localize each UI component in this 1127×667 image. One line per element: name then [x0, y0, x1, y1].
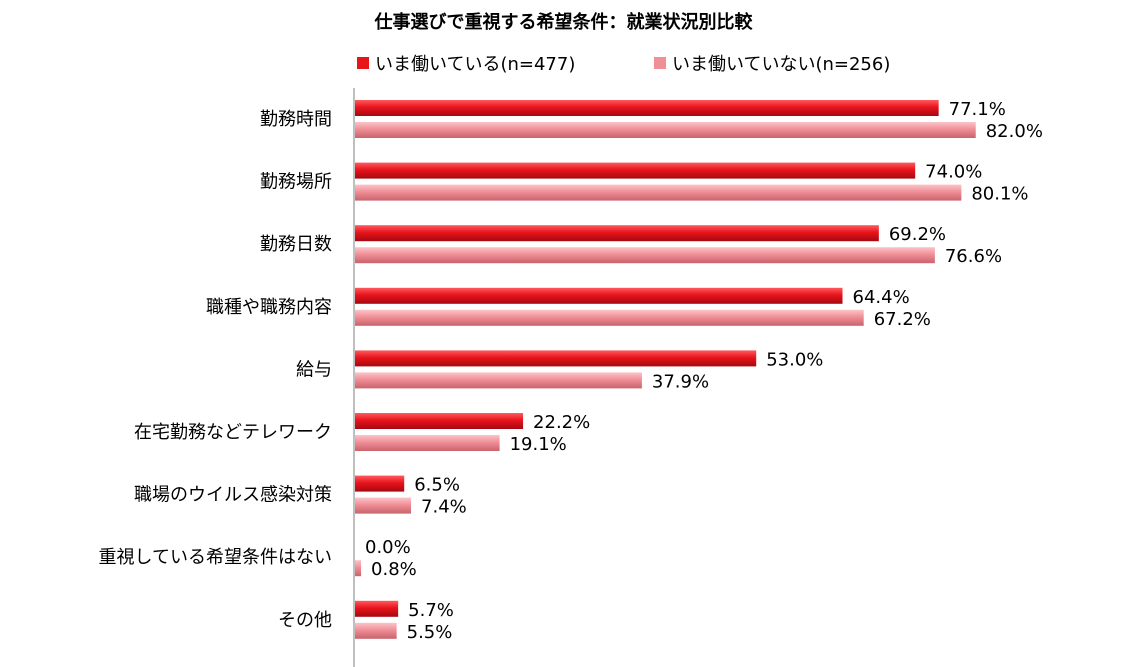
data-label: 5.5% — [407, 622, 453, 643]
category-label: 給与 — [296, 359, 332, 380]
bar-not-working — [355, 622, 397, 639]
data-label: 0.0% — [365, 537, 411, 558]
bar-not-working — [355, 247, 935, 264]
data-label: 19.1% — [510, 434, 567, 455]
bar-working — [355, 350, 757, 367]
bar-working — [355, 162, 916, 179]
legend-item-not-working: いま働いていない(n=256) — [654, 50, 890, 76]
data-label: 80.1% — [971, 184, 1028, 205]
bar-not-working — [355, 309, 864, 326]
data-label: 0.8% — [371, 559, 417, 580]
bar-not-working — [355, 122, 976, 138]
category-label: 勤務日数 — [260, 234, 332, 255]
data-label: 77.1% — [949, 99, 1006, 120]
data-label: 5.7% — [408, 600, 454, 621]
bar-not-working — [355, 372, 642, 389]
legend-swatch-working — [357, 57, 369, 69]
bar-working — [355, 413, 524, 429]
data-label: 53.0% — [766, 349, 823, 370]
data-label: 82.0% — [986, 121, 1043, 142]
legend-item-working: いま働いている(n=477) — [357, 50, 575, 76]
data-label: 37.9% — [652, 371, 709, 392]
bar-working — [355, 287, 843, 304]
bar-not-working — [355, 184, 962, 201]
legend-swatch-not-working — [654, 57, 666, 69]
bar-working — [355, 100, 939, 116]
data-label: 7.4% — [421, 497, 467, 518]
bar-not-working — [355, 560, 362, 577]
data-label: 67.2% — [874, 309, 931, 330]
category-label: 職場のウイルス感染対策 — [134, 485, 332, 506]
data-label: 64.4% — [853, 287, 910, 308]
data-label: 69.2% — [889, 224, 946, 245]
data-label: 22.2% — [533, 412, 590, 433]
bar-working — [355, 475, 405, 492]
data-label: 6.5% — [414, 475, 460, 496]
bar-working — [355, 225, 879, 242]
data-label: 76.6% — [945, 246, 1002, 267]
legend-label-not-working: いま働いていない(n=256) — [672, 54, 891, 75]
bar-not-working — [355, 497, 412, 514]
category-label: 勤務場所 — [260, 172, 332, 193]
category-label: 在宅勤務などテレワーク — [134, 422, 332, 443]
chart-title: 仕事選びで重視する希望条件：就業状況別比較 — [374, 12, 753, 33]
bar-working — [355, 600, 399, 617]
bar-not-working — [355, 435, 500, 451]
category-label: 勤務時間 — [260, 109, 332, 130]
category-label: 重視している希望条件はない — [99, 547, 332, 568]
category-label: その他 — [278, 610, 332, 631]
data-label: 74.0% — [925, 162, 982, 183]
category-label: 職種や職務内容 — [206, 297, 332, 318]
legend-label-working: いま働いている(n=477) — [375, 54, 576, 75]
